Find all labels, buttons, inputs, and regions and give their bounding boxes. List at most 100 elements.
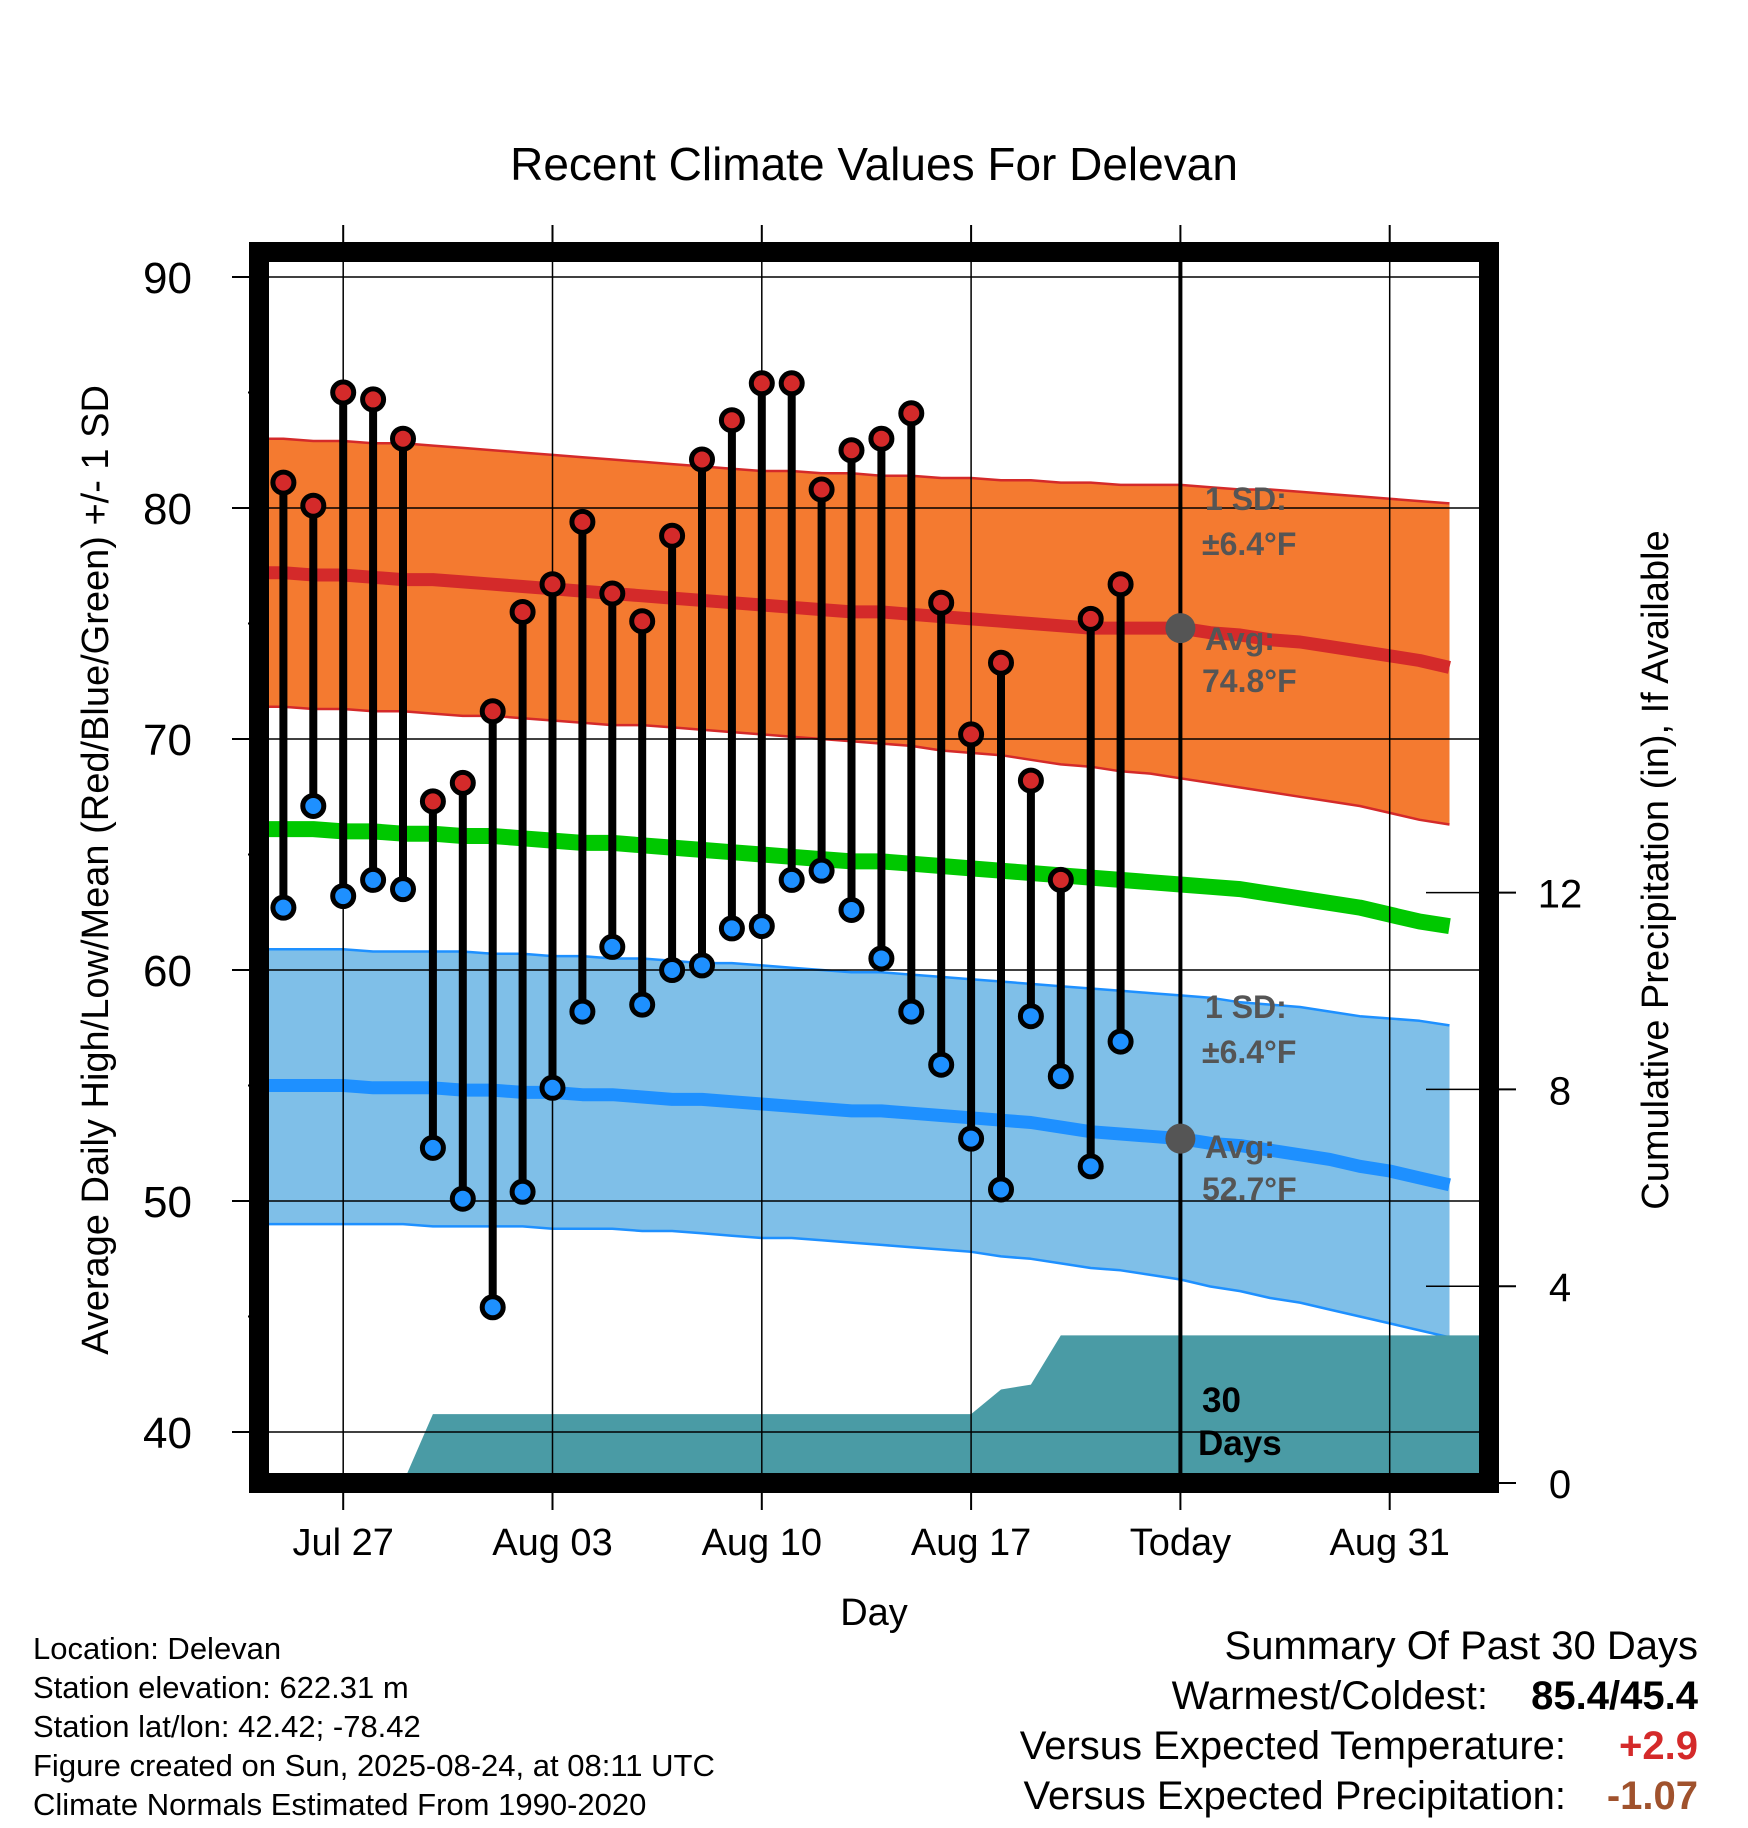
daily-low-point xyxy=(569,998,596,1025)
y2-tick-label: 12 xyxy=(1538,873,1583,917)
normal-high-today-marker xyxy=(1165,613,1196,644)
footer-location: Location: Delevan xyxy=(33,1631,282,1666)
chart-title: Recent Climate Values For Delevan xyxy=(510,138,1238,190)
y-tick-label: 70 xyxy=(143,716,192,765)
daily-high-point xyxy=(390,425,416,452)
footer-latlon: Station lat/lon: 42.42; -78.42 xyxy=(33,1709,421,1744)
high-sd-value: ±6.4°F xyxy=(1202,526,1296,562)
daily-low-point xyxy=(838,896,865,923)
summary-title: Summary Of Past 30 Days xyxy=(1224,1624,1698,1668)
precip-area xyxy=(404,1335,1486,1480)
daily-high-point xyxy=(300,492,327,519)
daily-high-point xyxy=(838,437,865,464)
summary-temp-value: +2.9 xyxy=(1619,1724,1698,1768)
high-sd-label: 1 SD: xyxy=(1205,481,1287,517)
daily-high-point xyxy=(569,508,596,535)
high-avg-label: Avg: xyxy=(1205,621,1275,657)
daily-low-point xyxy=(988,1176,1014,1203)
daily-high-point xyxy=(898,400,925,427)
daily-low-point xyxy=(659,957,686,983)
y2-tick-label: 0 xyxy=(1549,1463,1571,1507)
summary-warm-cold-value: 85.4/45.4 xyxy=(1531,1674,1698,1718)
daily-low-point xyxy=(270,894,297,921)
daily-low-point xyxy=(419,1134,446,1161)
y2-tick-label: 8 xyxy=(1549,1069,1571,1113)
daily-high-point xyxy=(330,379,357,406)
x-tick-label: Aug 10 xyxy=(702,1522,822,1564)
daily-low-point xyxy=(689,952,715,979)
normal-low-line xyxy=(262,1079,1451,1192)
daily-high-point xyxy=(539,571,566,598)
daily-low-point xyxy=(599,933,626,960)
x-tick-label: Aug 17 xyxy=(911,1522,1031,1564)
x-axis-label: Day xyxy=(840,1592,908,1634)
daily-high-point xyxy=(1107,571,1134,598)
daily-high-point xyxy=(360,386,387,413)
low-sd-band xyxy=(262,949,1450,1338)
x-tick-label: Aug 03 xyxy=(492,1522,612,1564)
low-sd-lower-edge xyxy=(262,1222,1450,1339)
high-avg-value: 74.8°F xyxy=(1202,663,1297,699)
daily-low-point xyxy=(1047,1063,1074,1090)
y-axis-label: Average Daily High/Low/Mean (Red/Blue/Gr… xyxy=(75,385,117,1355)
days-count: 30 xyxy=(1202,1381,1241,1420)
daily-low-point xyxy=(449,1185,476,1212)
low-sd-label: 1 SD: xyxy=(1205,989,1287,1025)
daily-low-point xyxy=(868,945,895,972)
daily-high-point xyxy=(509,598,536,625)
footer-normals: Climate Normals Estimated From 1990-2020 xyxy=(33,1787,647,1822)
normal-low-today-marker xyxy=(1165,1123,1196,1154)
daily-high-point xyxy=(419,788,446,815)
daily-high-point xyxy=(689,446,715,473)
daily-high-point xyxy=(868,425,895,452)
daily-low-point xyxy=(898,998,925,1025)
y-tick-label: 60 xyxy=(143,947,192,996)
daily-low-point xyxy=(1077,1153,1104,1180)
daily-low-point xyxy=(300,792,327,819)
daily-high-point xyxy=(479,698,506,725)
daily-low-point xyxy=(1107,1028,1134,1055)
daily-high-point xyxy=(988,649,1014,676)
y-tick-label: 40 xyxy=(143,1409,192,1458)
daily-high-point xyxy=(958,721,985,748)
y-tick-label: 90 xyxy=(143,254,192,303)
footer-elevation: Station elevation: 622.31 m xyxy=(33,1670,409,1705)
low-avg-value: 52.7°F xyxy=(1202,1171,1297,1207)
high-sd-band xyxy=(262,438,1450,825)
daily-low-point xyxy=(479,1294,506,1321)
daily-high-point xyxy=(1017,767,1044,794)
daily-low-point xyxy=(390,876,416,903)
daily-low-point xyxy=(1017,1003,1044,1030)
daily-low-point xyxy=(748,913,775,940)
daily-low-point xyxy=(539,1074,566,1101)
footer-created: Figure created on Sun, 2025-08-24, at 08… xyxy=(33,1748,715,1783)
daily-high-point xyxy=(659,522,686,549)
daily-low-point xyxy=(360,866,387,893)
daily-low-point xyxy=(718,915,745,942)
y2-tick-label: 4 xyxy=(1549,1266,1571,1310)
daily-high-point xyxy=(748,370,775,397)
daily-high-point xyxy=(1077,605,1104,632)
y2-axis-label: Cumulative Precipitation (in), If Availa… xyxy=(1635,530,1677,1209)
summary-precip-value: -1.07 xyxy=(1606,1774,1698,1818)
plot-frame xyxy=(249,242,1499,1493)
daily-low-point xyxy=(629,991,656,1018)
daily-high-point xyxy=(718,407,745,434)
summary-warm-cold-label: Warmest/Coldest: xyxy=(1171,1674,1488,1718)
days-word: Days xyxy=(1198,1424,1282,1463)
x-tick-label: Aug 31 xyxy=(1329,1522,1449,1564)
daily-low-point xyxy=(808,857,835,884)
daily-high-point xyxy=(1047,866,1074,893)
daily-high-point xyxy=(629,608,656,635)
daily-high-point xyxy=(270,469,297,496)
low-sd-upper-edge xyxy=(262,947,1450,1027)
low-sd-value: ±6.4°F xyxy=(1202,1034,1296,1070)
daily-high-point xyxy=(449,769,476,796)
y-tick-label: 80 xyxy=(143,485,192,534)
y-tick-label: 50 xyxy=(143,1178,192,1227)
daily-high-point xyxy=(778,370,805,397)
summary-precip-label: Versus Expected Precipitation: xyxy=(1023,1774,1566,1818)
daily-high-point xyxy=(599,580,626,607)
daily-high-point xyxy=(928,589,955,616)
